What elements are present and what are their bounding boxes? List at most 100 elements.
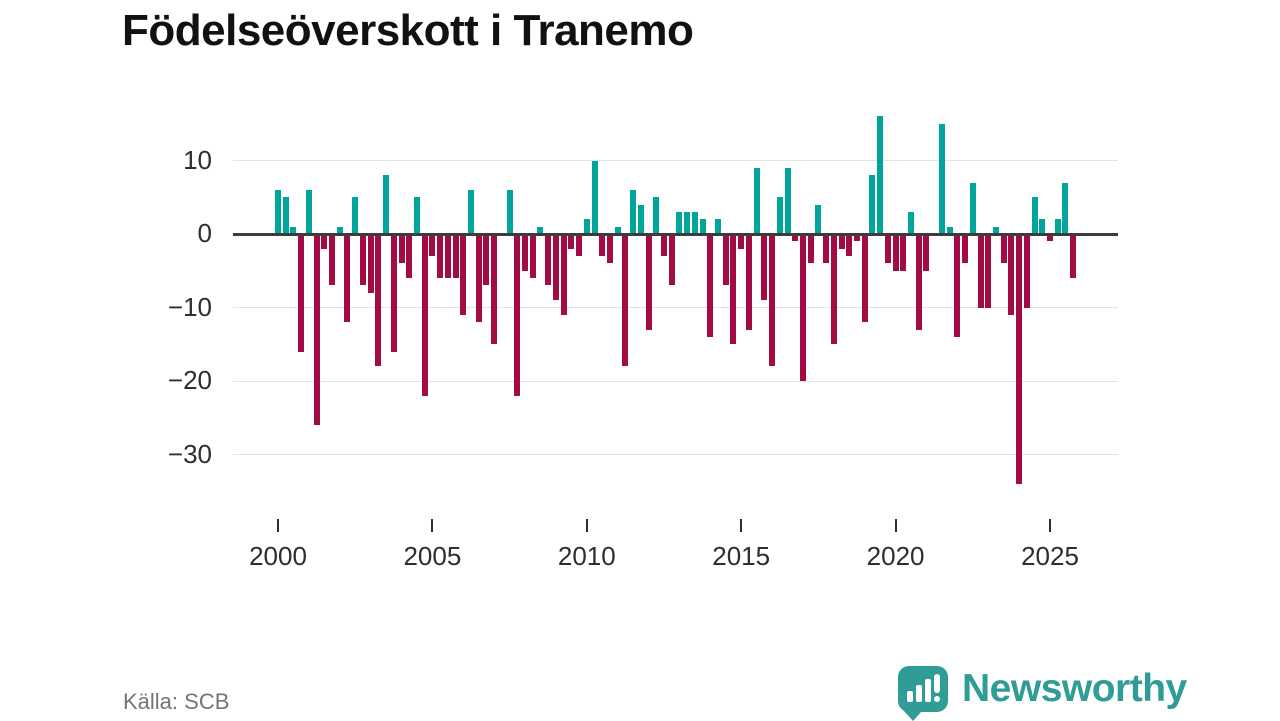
bar bbox=[1000, 234, 1007, 264]
bar bbox=[383, 175, 390, 234]
bar bbox=[576, 234, 583, 257]
bar bbox=[1023, 234, 1030, 308]
zero-line bbox=[233, 233, 1118, 236]
bar bbox=[1039, 219, 1046, 234]
x-tick-mark bbox=[894, 519, 897, 532]
logo-exclamation-icon bbox=[934, 674, 940, 693]
bar bbox=[429, 234, 436, 257]
bar bbox=[606, 234, 613, 264]
bar bbox=[452, 234, 459, 279]
bar bbox=[421, 234, 428, 396]
bar bbox=[908, 211, 915, 234]
bar bbox=[622, 234, 629, 367]
bar bbox=[892, 234, 899, 271]
bar bbox=[884, 234, 891, 264]
bar bbox=[753, 167, 760, 234]
y-gridline bbox=[233, 454, 1118, 455]
bar bbox=[745, 234, 752, 330]
bar bbox=[375, 234, 382, 367]
bar bbox=[1008, 234, 1015, 315]
x-tick-mark bbox=[277, 519, 279, 532]
bar bbox=[722, 234, 729, 286]
bar bbox=[552, 234, 559, 301]
bar bbox=[900, 234, 907, 271]
bar bbox=[359, 234, 366, 286]
bar bbox=[614, 226, 621, 234]
x-tick-label: 2020 bbox=[866, 541, 925, 571]
bar bbox=[460, 234, 467, 315]
x-tick-mark bbox=[585, 519, 588, 532]
x-tick-label: 2000 bbox=[249, 541, 307, 571]
bar bbox=[468, 189, 474, 234]
bar bbox=[707, 234, 714, 337]
bar bbox=[483, 234, 490, 286]
source-note: Källa: SCB bbox=[123, 689, 230, 714]
bar bbox=[969, 182, 976, 234]
x-tick-label: 2015 bbox=[712, 541, 771, 571]
bar bbox=[962, 234, 969, 264]
y-gridline bbox=[233, 380, 1118, 382]
bar bbox=[954, 234, 961, 337]
bar bbox=[568, 234, 575, 249]
bar bbox=[305, 189, 312, 234]
bar bbox=[506, 189, 513, 234]
bubble-tail-icon bbox=[904, 711, 922, 721]
bar bbox=[799, 234, 806, 381]
logo-speech-bubble-icon bbox=[898, 666, 948, 721]
bar bbox=[475, 234, 482, 323]
y-gridline bbox=[233, 160, 1118, 161]
logo-bar-icon bbox=[916, 685, 922, 702]
bar bbox=[514, 234, 521, 396]
bar bbox=[792, 234, 799, 242]
bar bbox=[413, 197, 420, 234]
bar bbox=[406, 234, 413, 279]
bar bbox=[313, 234, 320, 426]
bar bbox=[491, 234, 498, 345]
bar bbox=[776, 197, 783, 234]
bar bbox=[1031, 197, 1038, 234]
x-tick-label: 2005 bbox=[403, 541, 462, 571]
bar bbox=[599, 234, 606, 257]
bar bbox=[437, 234, 444, 279]
logo-bar-icon bbox=[907, 691, 913, 702]
bar bbox=[1054, 219, 1061, 234]
bar bbox=[344, 234, 351, 323]
bar bbox=[522, 234, 529, 271]
bar bbox=[390, 234, 397, 352]
bar bbox=[784, 167, 791, 234]
bar bbox=[637, 204, 644, 234]
bar bbox=[761, 234, 768, 301]
bar bbox=[830, 234, 837, 345]
bar bbox=[676, 211, 683, 234]
bar bbox=[290, 226, 297, 234]
brand-name: Newsworthy bbox=[962, 667, 1187, 710]
bar bbox=[1062, 182, 1069, 234]
bar bbox=[1047, 234, 1053, 242]
bar bbox=[684, 211, 691, 234]
newsworthy-logo: Newsworthy bbox=[898, 663, 1187, 721]
bar bbox=[668, 234, 675, 286]
bar bbox=[398, 234, 405, 264]
y-tick-label: 0 bbox=[197, 218, 212, 248]
bar bbox=[1016, 234, 1023, 484]
bar bbox=[661, 234, 667, 257]
bar bbox=[977, 234, 984, 308]
x-tick-label: 2025 bbox=[1021, 541, 1079, 571]
bar bbox=[861, 234, 868, 323]
y-tick-label: 10 bbox=[183, 144, 212, 175]
bar bbox=[738, 234, 745, 249]
bar bbox=[1070, 234, 1077, 279]
bar bbox=[938, 123, 945, 234]
x-tick-label: 2010 bbox=[557, 541, 616, 571]
bar bbox=[583, 219, 590, 234]
bar bbox=[915, 234, 922, 330]
bar bbox=[715, 219, 722, 234]
x-tick-mark bbox=[740, 519, 743, 532]
page-title: Födelseöverskott i Tranemo bbox=[122, 6, 694, 55]
bar bbox=[730, 234, 737, 345]
bar bbox=[275, 189, 281, 234]
bar bbox=[877, 116, 884, 234]
bar bbox=[923, 234, 930, 271]
bar bbox=[545, 234, 552, 286]
bar bbox=[444, 234, 451, 279]
